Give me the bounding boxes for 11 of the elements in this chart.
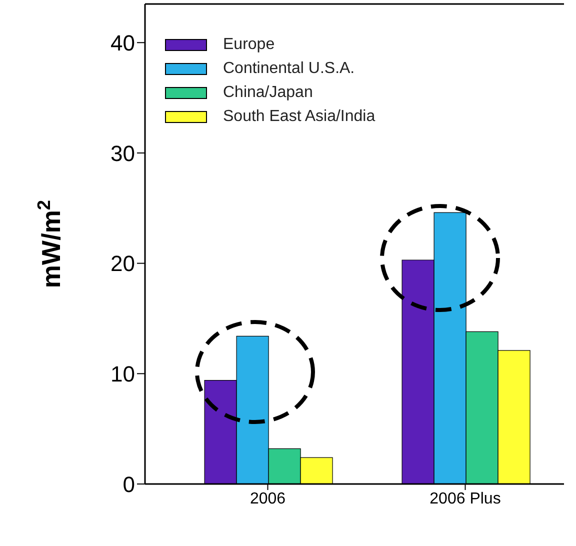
y-tick-label: 10 [110, 361, 135, 386]
legend-label: Europe [223, 35, 275, 55]
y-tick-label: 30 [110, 140, 135, 166]
x-tick-label: 2006 Plus [430, 490, 501, 508]
legend-label: China/Japan [223, 83, 313, 103]
y-tick-label: 0 [122, 472, 135, 497]
legend-label: Continental U.S.A. [223, 59, 355, 79]
y-tick-label: 20 [110, 251, 135, 276]
y-tick-label: 40 [110, 30, 135, 56]
x-tick-label: 2006 [250, 490, 286, 508]
legend-label: South East Asia/India [223, 107, 376, 127]
